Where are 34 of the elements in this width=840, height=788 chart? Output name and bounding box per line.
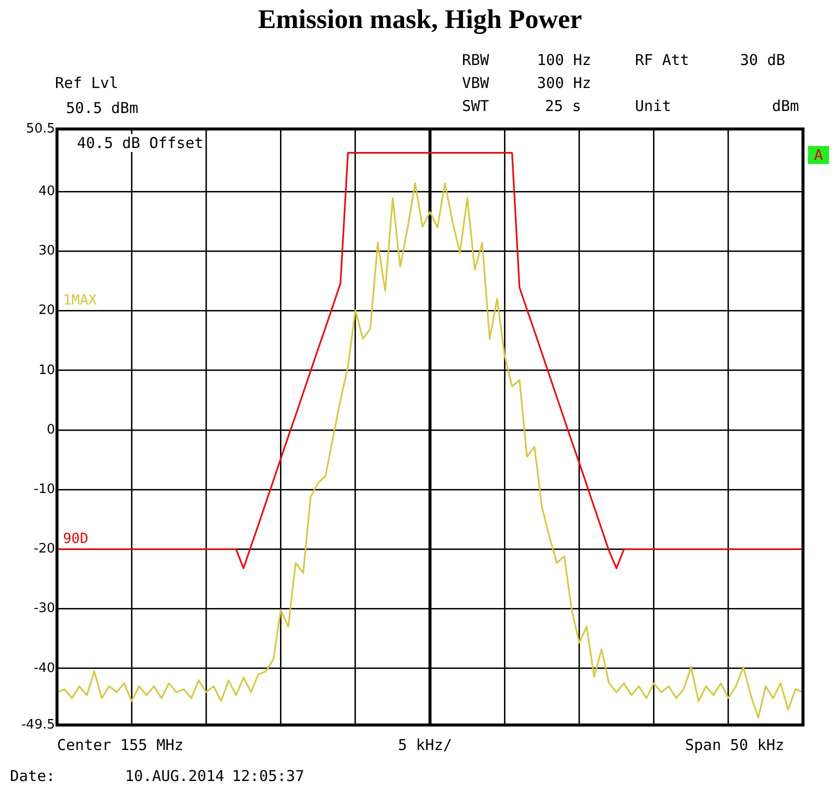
y-tick-label: -49.5 (21, 717, 55, 732)
y-tick-label: 20 (38, 303, 55, 318)
chart-title: Emission mask, High Power (256, 4, 584, 35)
text: RBW (462, 51, 490, 69)
y-tick-label: -20 (34, 542, 55, 557)
y-tick-label: 50.5 (26, 121, 55, 136)
text: 1MAX (63, 292, 98, 308)
series-label: 90D (63, 530, 88, 547)
y-tick-label: -30 (34, 601, 55, 616)
text: VBW (462, 74, 490, 92)
text: Date: (10, 767, 56, 785)
annotation: 40.5 dB Offset (77, 134, 204, 152)
y-tick-label: 40 (38, 184, 55, 199)
text: 5 kHz/ (398, 736, 452, 754)
text: 300 Hz (537, 74, 592, 92)
y-tick-label: -10 (34, 482, 55, 497)
y-tick-label: 0 (46, 422, 55, 438)
text: 50.5 dBm (66, 99, 138, 117)
text: Span 50 kHz (685, 736, 784, 754)
text: RF Att (635, 51, 690, 69)
text: Center 155 MHz (57, 736, 184, 754)
y-tick-label: 30 (38, 244, 55, 259)
text: 10.AUG.2014 (125, 767, 224, 785)
text: 25 s (545, 97, 582, 115)
y-tick-label: 10 (38, 362, 55, 378)
text: 30 dB (740, 51, 786, 69)
text: A (808, 146, 830, 164)
text: Unit (635, 97, 672, 115)
text: Ref Lvl (55, 74, 118, 92)
text: 12:05:37 (232, 767, 304, 785)
text: SWT (462, 97, 490, 115)
y-tick-label: -40 (34, 660, 55, 676)
text: dBm (772, 97, 800, 115)
text: 100 Hz (537, 51, 592, 69)
